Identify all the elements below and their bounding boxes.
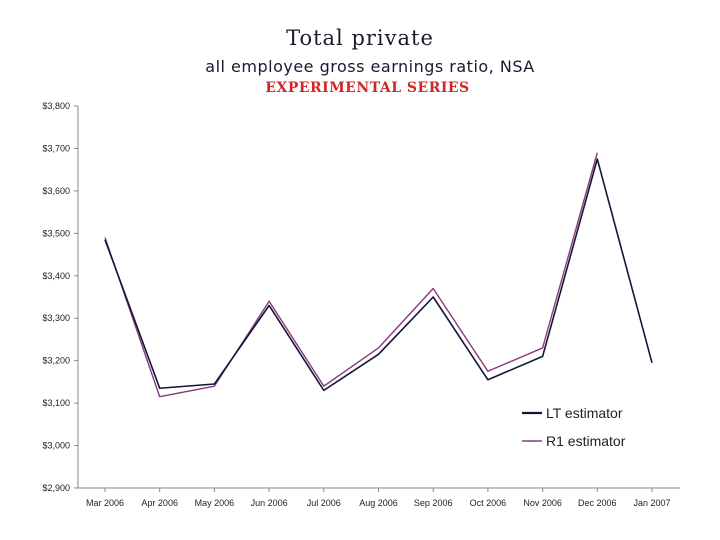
x-tick-label: Jan 2007	[633, 498, 670, 508]
series-lines	[104, 152, 653, 398]
y-tick-label: $3,700	[42, 143, 70, 153]
y-tick-label: $2,900	[42, 483, 70, 493]
y-tick-labels: $2,900 $3,000 $3,100 $3,200 $3,300 $3,400 $3,5…	[42, 101, 78, 493]
experimental-series-label: EXPERIMENTAL SERIES	[265, 80, 470, 96]
y-tick-label: $3,800	[42, 101, 70, 111]
x-tick-label: Mar 2006	[86, 498, 124, 508]
x-tick-label: Oct 2006	[470, 498, 507, 508]
legend: LT estimator R1 estimator	[522, 405, 626, 449]
series-line-r1-estimator	[104, 152, 598, 398]
y-tick-label: $3,200	[42, 356, 70, 366]
y-tick-label: $3,600	[42, 186, 70, 196]
x-tick-label: Dec 2006	[578, 498, 617, 508]
x-tick-labels: Mar 2006 Apr 2006 May 2006 Jun 2006 Jul 2006…	[86, 488, 671, 508]
x-tick-label: Jun 2006	[251, 498, 288, 508]
legend-label: LT estimator	[546, 405, 623, 421]
y-tick-label: $3,100	[42, 398, 70, 408]
series-line-lt-estimator	[104, 158, 653, 392]
x-tick-label: Sep 2006	[414, 498, 453, 508]
y-tick-label: $3,300	[42, 313, 70, 323]
chart-axes	[77, 106, 680, 489]
x-tick-label: Aug 2006	[359, 498, 398, 508]
x-tick-label: Apr 2006	[141, 498, 178, 508]
y-tick-label: $3,400	[42, 271, 70, 281]
y-tick-label: $3,000	[42, 441, 70, 451]
legend-label: R1 estimator	[546, 433, 626, 449]
y-tick-label: $3,500	[42, 228, 70, 238]
chart-subtitle: all employee gross earnings ratio, NSA	[205, 57, 535, 76]
x-tick-label: May 2006	[195, 498, 235, 508]
x-tick-label: Jul 2006	[307, 498, 341, 508]
chart-title: Total private	[286, 26, 434, 50]
x-tick-label: Nov 2006	[523, 498, 562, 508]
